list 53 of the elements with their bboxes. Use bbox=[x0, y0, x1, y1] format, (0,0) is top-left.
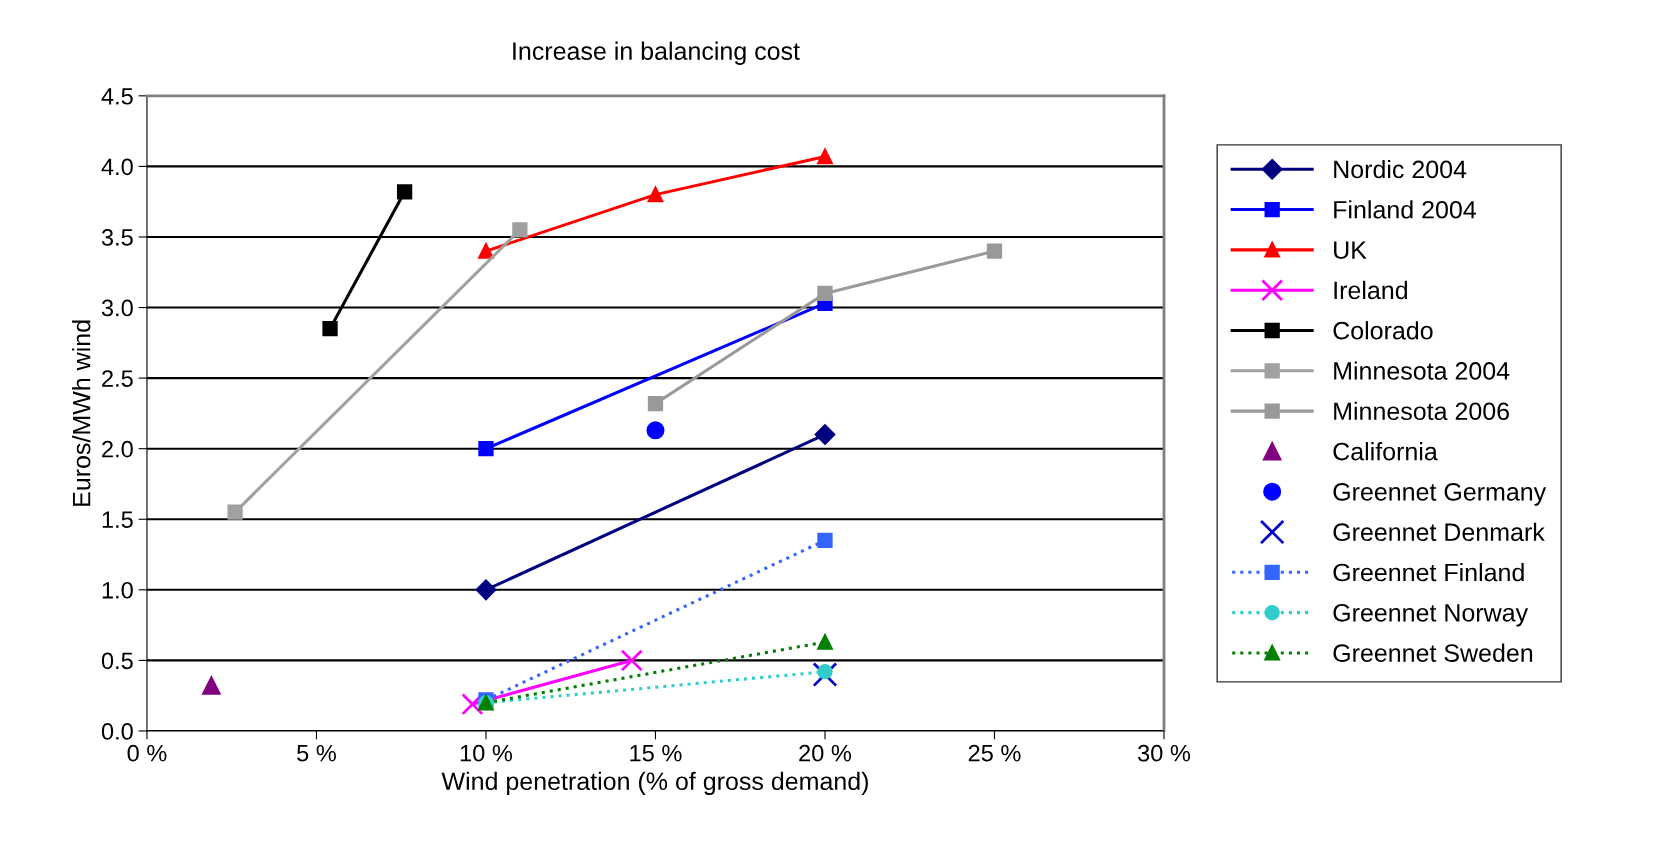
legend-label: UK bbox=[1334, 241, 1367, 259]
y-tick-label: 2.0 bbox=[102, 440, 133, 458]
point bbox=[512, 222, 528, 238]
point bbox=[817, 285, 833, 302]
point bbox=[817, 532, 833, 549]
x-tick-label: 5 % bbox=[297, 744, 336, 762]
legend-label: Greennet Finland bbox=[1333, 562, 1524, 582]
y-tick-label: 3.0 bbox=[101, 299, 133, 317]
point bbox=[227, 504, 243, 520]
point bbox=[461, 693, 484, 716]
legend-label: Greennet Norway bbox=[1333, 603, 1529, 627]
point bbox=[646, 421, 665, 440]
chart-title: Increase in balancing cost bbox=[513, 41, 800, 65]
legend-label: Greennet Germany bbox=[1333, 483, 1547, 506]
y-tick-label: 4.5 bbox=[101, 88, 133, 105]
x-tick-label: 10 % bbox=[460, 744, 513, 762]
y-axis-title: Euros/MWh wind bbox=[72, 320, 91, 506]
legend-label: Nordic 2004 bbox=[1334, 159, 1467, 179]
legend-label: Finland 2004 bbox=[1334, 200, 1476, 219]
legend-label: Greennet Denmark bbox=[1333, 522, 1545, 542]
x-tick-label: 15 % bbox=[630, 744, 682, 762]
point bbox=[322, 321, 338, 337]
point bbox=[817, 664, 833, 680]
point bbox=[620, 649, 643, 672]
y-tick-label: 4.0 bbox=[101, 158, 133, 176]
point bbox=[814, 424, 836, 445]
legend-label: Minnesota 2004 bbox=[1334, 361, 1510, 380]
y-tick-label: 0.0 bbox=[101, 723, 133, 740]
legend-label: Minnesota 2006 bbox=[1334, 401, 1509, 421]
legend-label: Colorado bbox=[1333, 321, 1433, 340]
point bbox=[202, 676, 221, 695]
x-axis-title: Wind penetration (% of gross demand) bbox=[441, 771, 868, 796]
y-tick-label: 0.5 bbox=[101, 652, 133, 670]
point bbox=[478, 441, 494, 457]
point bbox=[986, 243, 1003, 259]
legend-label: California bbox=[1333, 442, 1438, 461]
point bbox=[396, 184, 413, 200]
point bbox=[478, 243, 494, 259]
point bbox=[817, 148, 833, 165]
legend-label: Ireland bbox=[1334, 280, 1407, 300]
point bbox=[475, 579, 497, 601]
x-tick-label: 25 % bbox=[968, 744, 1021, 762]
point bbox=[817, 634, 833, 650]
y-tick-label: 1.5 bbox=[102, 511, 133, 529]
y-tick-label: 1.0 bbox=[102, 581, 133, 599]
x-tick-label: 30 % bbox=[1137, 744, 1191, 762]
point bbox=[647, 186, 664, 203]
y-tick-label: 2.5 bbox=[102, 370, 133, 387]
legend-label: Greennet Sweden bbox=[1333, 643, 1533, 662]
y-tick-label: 3.5 bbox=[101, 229, 133, 246]
point bbox=[647, 395, 664, 412]
x-tick-label: 20 % bbox=[799, 744, 852, 762]
x-tick-label: 0 % bbox=[127, 744, 167, 762]
